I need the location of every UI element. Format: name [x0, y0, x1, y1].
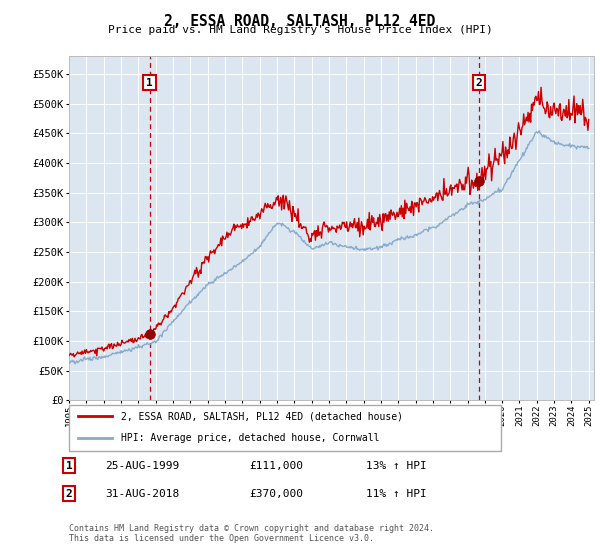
- Text: £111,000: £111,000: [249, 461, 303, 471]
- Text: 2, ESSA ROAD, SALTASH, PL12 4ED (detached house): 2, ESSA ROAD, SALTASH, PL12 4ED (detache…: [121, 412, 403, 421]
- Text: 11% ↑ HPI: 11% ↑ HPI: [366, 489, 427, 499]
- Text: 1: 1: [146, 78, 153, 88]
- Text: 25-AUG-1999: 25-AUG-1999: [105, 461, 179, 471]
- Text: 2, ESSA ROAD, SALTASH, PL12 4ED: 2, ESSA ROAD, SALTASH, PL12 4ED: [164, 14, 436, 29]
- Text: 1: 1: [65, 461, 73, 471]
- Text: 31-AUG-2018: 31-AUG-2018: [105, 489, 179, 499]
- Text: 2: 2: [475, 78, 482, 88]
- Text: 13% ↑ HPI: 13% ↑ HPI: [366, 461, 427, 471]
- Text: Contains HM Land Registry data © Crown copyright and database right 2024.
This d: Contains HM Land Registry data © Crown c…: [69, 524, 434, 543]
- Text: £370,000: £370,000: [249, 489, 303, 499]
- Text: 2: 2: [65, 489, 73, 499]
- Text: HPI: Average price, detached house, Cornwall: HPI: Average price, detached house, Corn…: [121, 433, 379, 443]
- FancyBboxPatch shape: [69, 405, 501, 451]
- Text: Price paid vs. HM Land Registry's House Price Index (HPI): Price paid vs. HM Land Registry's House …: [107, 25, 493, 35]
